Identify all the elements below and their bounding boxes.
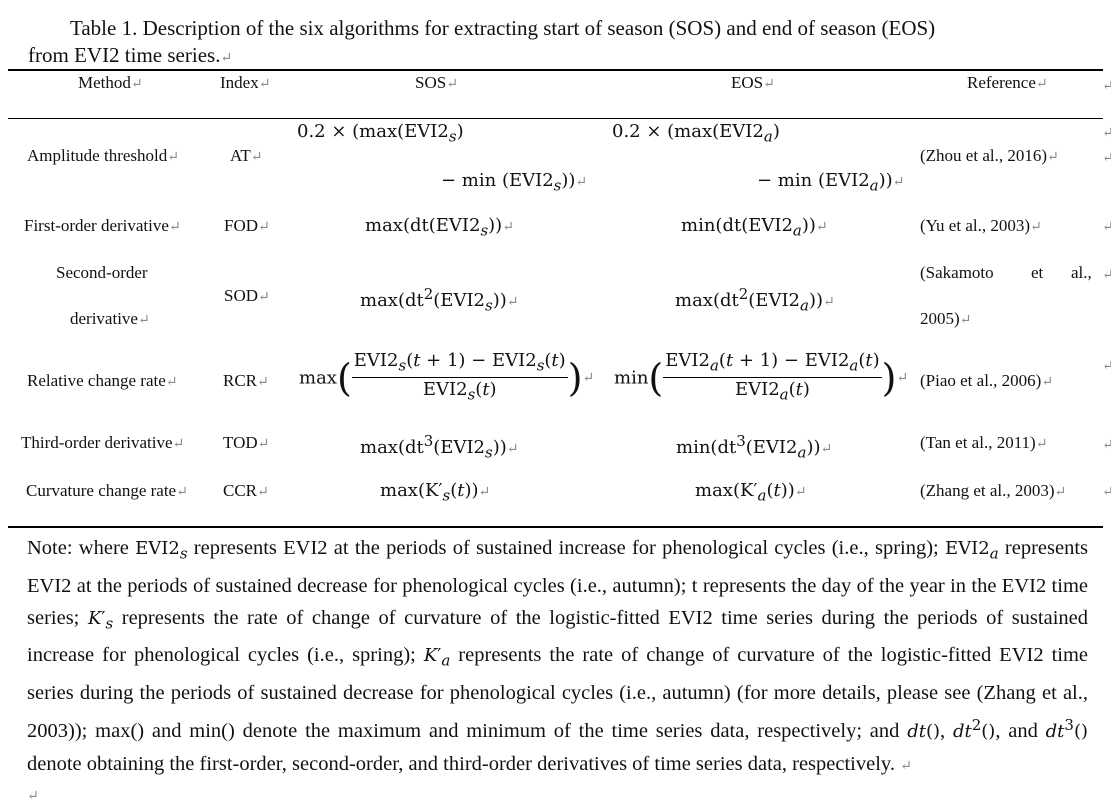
row-rcr-eos: min(EVI2a(t + 1) − EVI2a(t) EVI2a(t))↵ <box>614 350 909 404</box>
row-at-eos-line2: − min (EVI2a))↵ <box>757 170 905 195</box>
top-rule <box>8 69 1103 71</box>
row-at-index: AT↵ <box>230 146 263 165</box>
header-rule <box>8 118 1103 119</box>
row-end-mark-icon: ↵ <box>1102 268 1111 283</box>
row-ccr-eos: max(K′a(t))↵ <box>695 480 807 505</box>
row-end-mark-icon: ↵ <box>1102 485 1111 500</box>
row-at-method: Amplitude threshold↵ <box>27 146 179 165</box>
row-fod-method: First-order derivative↵ <box>24 216 181 235</box>
bottom-rule <box>8 526 1103 528</box>
row-tod-method: Third-order derivative↵ <box>21 433 185 452</box>
paragraph-end-mark-icon: ↵ <box>27 789 39 804</box>
row-ccr-reference: (Zhang et al., 2003)↵ <box>920 481 1067 500</box>
row-fod-sos: max(dt(EVI2s))↵ <box>365 215 514 240</box>
row-sod-index: SOD↵ <box>224 286 270 305</box>
row-sod-reference-line1c: al., <box>1071 263 1092 282</box>
row-sod-method-line2: derivative↵ <box>70 309 150 328</box>
row-rcr-reference: (Piao et al., 2006)↵ <box>920 371 1054 390</box>
return-mark-icon: ↵ <box>220 51 233 66</box>
row-end-mark-icon: ↵ <box>1102 151 1111 166</box>
row-end-mark-icon: ↵ <box>1102 126 1111 141</box>
header-sos: SOS↵ <box>415 73 458 92</box>
row-at-sos-line1: 0.2 × (max(EVI2s) <box>297 121 464 146</box>
table-note: Note: where EVI2s represents EVI2 at the… <box>27 537 1089 775</box>
header-index: Index↵ <box>220 73 271 92</box>
row-fod-eos: min(dt(EVI2a))↵ <box>681 215 828 240</box>
row-end-mark-icon: ↵ <box>1102 359 1111 374</box>
row-ccr-index: CCR↵ <box>223 481 269 500</box>
header-reference: Reference↵ <box>967 73 1048 92</box>
row-end-mark-icon: ↵ <box>1102 79 1111 94</box>
row-at-sos-line2: − min (EVI2s))↵ <box>441 170 588 195</box>
row-rcr-method: Relative change rate↵ <box>27 371 178 390</box>
row-at-reference: (Zhou et al., 2016)↵ <box>920 146 1059 165</box>
row-tod-sos: max(dt3(EVI2s))↵ <box>360 432 519 462</box>
row-tod-index: TOD↵ <box>223 433 270 452</box>
table-caption: Table 1. Description of the six algorith… <box>28 15 1088 72</box>
row-tod-reference: (Tan et al., 2011)↵ <box>920 433 1048 452</box>
caption-line-2: from EVI2 time series. <box>28 43 221 67</box>
row-fod-index: FOD↵ <box>224 216 270 235</box>
return-mark-icon: ↵ <box>900 758 912 774</box>
row-at-eos-line1: 0.2 × (max(EVI2a) <box>612 121 780 146</box>
row-sod-eos: max(dt2(EVI2a))↵ <box>675 285 835 315</box>
row-end-mark-icon: ↵ <box>1102 438 1111 453</box>
header-eos: EOS↵ <box>731 73 775 92</box>
row-ccr-method: Curvature change rate↵ <box>26 481 188 500</box>
header-method: Method↵ <box>78 73 143 92</box>
row-sod-sos: max(dt2(EVI2s))↵ <box>360 285 519 315</box>
row-sod-reference-line1a: (Sakamoto <box>920 263 994 282</box>
row-tod-eos: min(dt3(EVI2a))↵ <box>676 432 833 462</box>
row-end-mark-icon: ↵ <box>1102 220 1111 235</box>
row-rcr-sos: max(EVI2s(t + 1) − EVI2s(t) EVI2s(t))↵ <box>299 350 595 404</box>
row-ccr-sos: max(K′s(t))↵ <box>380 480 491 505</box>
caption-line-1: Table 1. Description of the six algorith… <box>70 16 936 40</box>
row-sod-reference-line1b: et <box>1031 263 1044 282</box>
row-sod-method-line1: Second-order <box>56 263 148 282</box>
row-rcr-index: RCR↵ <box>223 371 269 390</box>
row-sod-reference-line2: 2005)↵ <box>920 309 972 328</box>
row-fod-reference: (Yu et al., 2003)↵ <box>920 216 1042 235</box>
